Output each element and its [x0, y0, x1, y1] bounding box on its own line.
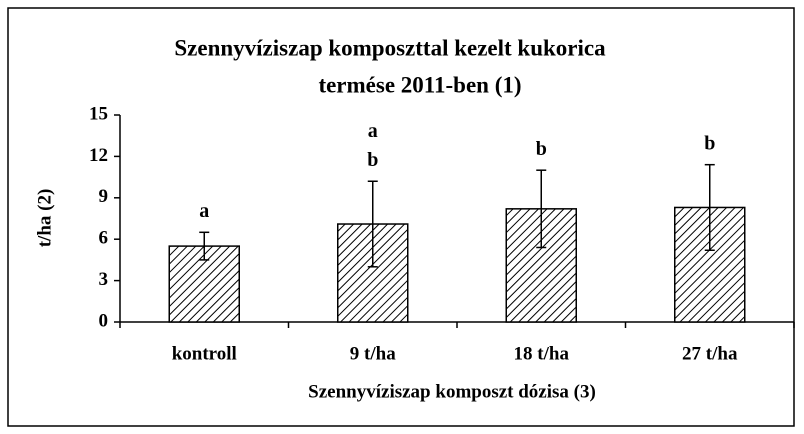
chart-border	[7, 7, 795, 427]
annotation: b	[536, 138, 547, 160]
y-tick-label: 9	[99, 186, 109, 207]
chart-title: termése 2011-ben (1)	[318, 72, 521, 97]
x-tick-label: kontroll	[172, 343, 237, 364]
y-tick-label: 0	[99, 310, 109, 331]
bar	[337, 223, 409, 323]
x-tick-label: 27 t/ha	[682, 343, 738, 364]
annotation: a	[368, 120, 378, 142]
x-tick-label: 18 t/ha	[514, 343, 570, 364]
annotation: b	[704, 132, 715, 154]
y-axis-label: t/ha (2)	[34, 189, 55, 248]
y-tick-label: 6	[99, 228, 109, 249]
x-axis-label: Szennyvíziszap komposzt dózisa (3)	[308, 381, 596, 402]
chart-title: Szennyvíziszap komposzttal kezelt kukori…	[174, 35, 606, 60]
annotation: a	[199, 200, 209, 222]
bar	[168, 245, 240, 323]
annotation: b	[367, 149, 378, 171]
x-tick-label: 9 t/ha	[350, 343, 396, 364]
y-tick-label: 15	[89, 103, 108, 124]
y-tick-label: 12	[89, 145, 108, 166]
y-tick-label: 3	[99, 269, 109, 290]
